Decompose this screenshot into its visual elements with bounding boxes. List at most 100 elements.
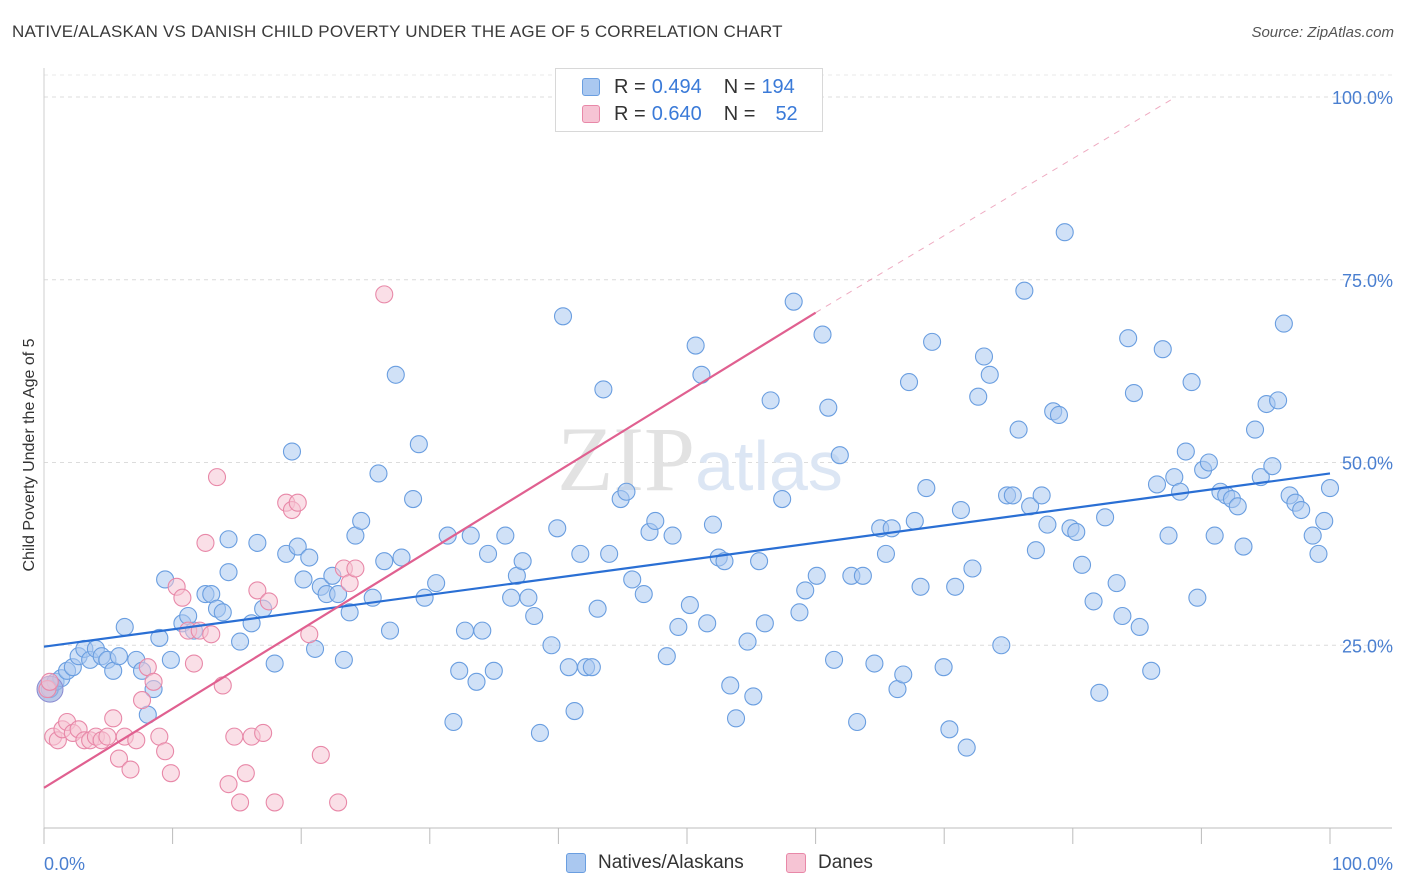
natives-point [553,307,573,326]
x-tick-label: 0.0% [44,854,85,874]
natives-point [1182,373,1201,392]
danes-point [213,676,232,695]
natives-point [703,515,723,534]
natives-point [1084,592,1103,611]
natives-point [905,511,924,531]
danes-point [173,588,192,607]
natives-point [1015,281,1034,300]
natives-point [1003,486,1022,505]
natives-point [1009,420,1028,439]
danes-trend-extension [815,96,1176,314]
danes-point [219,775,238,794]
natives-point [790,603,809,622]
natives-point [496,526,515,545]
natives-point [934,658,953,677]
x-tick-label: 100.0% [1332,854,1393,874]
bottom-legend-swatch-danes [786,853,806,873]
natives-point [1245,420,1265,439]
natives-point [115,617,134,637]
natives-point [1055,223,1074,242]
natives-point [1107,574,1126,593]
natives-point [513,552,532,571]
bottom-legend: Natives/Alaskans Danes [0,852,1406,878]
trend-lines [43,96,1331,789]
bottom-legend-danes: Danes [786,852,873,874]
natives-point [755,614,774,633]
natives-point [1090,683,1109,702]
natives-point [894,665,913,684]
danes-point [236,764,255,783]
danes-point [104,709,123,728]
natives-point [231,632,250,651]
tick-labels: 25.0% 50.0% 75.0% 100.0% 0.0% 100.0% [44,88,1393,874]
danes-point [121,760,140,779]
danes-point [225,727,244,746]
natives-point [848,712,867,732]
natives-point [813,325,832,344]
natives-point [1159,526,1178,545]
natives-point [530,723,549,743]
natives-point [946,577,965,596]
danes-point [196,533,215,552]
legend-r-label: R = [614,75,646,98]
natives-point [1263,457,1282,476]
natives-point [1072,555,1092,574]
natives-point [715,552,734,571]
natives-point [369,464,388,483]
natives-point [899,373,919,392]
natives-point [669,617,688,637]
natives-point [1171,482,1190,501]
natives-point [1234,537,1253,556]
legend-n-label: N = [723,102,756,125]
natives-point [617,482,636,501]
natives-point [548,519,567,538]
natives-point [352,511,371,531]
natives-point [1130,617,1149,637]
danes-point [329,793,348,812]
natives-point [819,398,838,417]
danes-point [254,723,273,743]
y-tick-label: 50.0% [1342,454,1393,474]
natives-point [1320,479,1340,498]
danes-point [375,285,394,304]
natives-point [974,347,994,366]
natives-point [1176,442,1195,461]
danes-point [259,592,278,611]
natives-point [963,559,982,578]
natives-point [1038,515,1057,534]
natives-point [444,712,463,732]
danes-point [184,654,203,673]
natives-point [427,574,446,593]
natives-point [594,380,613,399]
natives-point [750,552,769,571]
bottom-legend-natives: Natives/Alaskans [566,852,744,874]
source-label: Source: ZipAtlas.com [1251,24,1394,41]
natives-point [375,552,394,571]
natives-point [726,709,746,728]
y-axis-label: Child Poverty Under the Age of 5 [21,338,38,571]
natives-point [300,548,319,567]
natives-point [992,636,1011,655]
natives-point [478,544,498,563]
natives-point [796,581,815,600]
danes-point [288,493,307,512]
legend-r-value: 0.494 [651,75,702,98]
natives-point [911,577,930,596]
danes-point [202,625,221,644]
natives-point [1199,453,1218,472]
natives-point [559,658,578,677]
legend-row-danes: R = 0.640 N = 52 [582,102,798,126]
natives-point [1153,340,1172,359]
natives-point [692,365,711,384]
natives-point [565,701,584,721]
natives-point [409,435,428,454]
natives-point [830,446,849,465]
natives-point [161,650,180,669]
natives-point [542,636,561,655]
legend-swatch-natives [582,78,600,96]
legend-n-value: 194 [761,75,795,98]
natives-point [761,391,780,410]
natives-trend-line [43,472,1331,648]
danes-point [132,691,152,710]
